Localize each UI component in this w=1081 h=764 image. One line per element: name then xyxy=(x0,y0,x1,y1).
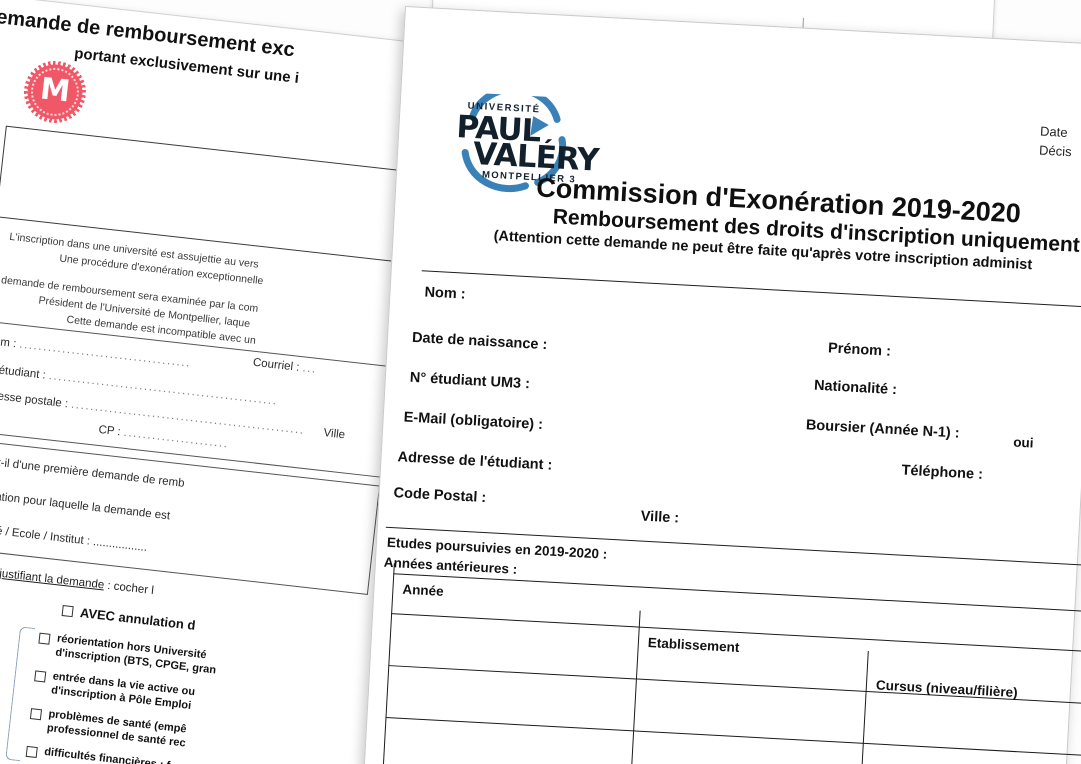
checkbox-icon[interactable] xyxy=(29,708,43,721)
field-boursier: Boursier (Année N-1) : xyxy=(805,417,961,442)
header-rule xyxy=(421,270,1081,309)
field-ville: Ville : xyxy=(640,508,680,527)
seal-monogram: M xyxy=(38,71,72,110)
field-nom: Nom : xyxy=(424,284,467,303)
table-border-left xyxy=(381,563,395,764)
field-telephone: Téléphone : xyxy=(901,462,984,483)
background-checkbox-vie-active[interactable]: entrée dans la vie active ou d'inscripti… xyxy=(33,668,196,713)
field-prenom: Prénom : xyxy=(827,340,892,360)
date-label: Date xyxy=(1039,123,1069,141)
field-email: E-Mail (obligatoire) : xyxy=(403,409,544,434)
background-field-courriel-dots: ... xyxy=(301,362,318,376)
checkbox-icon[interactable] xyxy=(61,605,74,618)
table-line-row2 xyxy=(385,716,1081,756)
background-checkbox-sante[interactable]: problèmes de santé (empê professionnel d… xyxy=(28,706,187,751)
field-adresse: Adresse de l'étudiant : xyxy=(397,449,553,474)
field-code-postal: Code Postal : xyxy=(393,485,487,507)
table-header-annee: Année xyxy=(402,581,445,599)
background-checkbox-vie-active-label: entrée dans la vie active ou d'inscripti… xyxy=(50,670,196,713)
foreground-document: UNIVERSITÉ PAUL VALÉRY MONTPELLIER 3 Dat… xyxy=(362,6,1081,764)
background-field-ville: Ville xyxy=(322,427,346,442)
field-nationalite: Nationalité : xyxy=(813,377,898,399)
field-boursier-option-oui[interactable]: oui xyxy=(1012,434,1034,451)
table-divider-2 xyxy=(859,650,869,764)
table-line-top xyxy=(393,573,1081,613)
university-seal-icon: M xyxy=(20,57,90,127)
background-field-nom-label: Nom : xyxy=(0,334,17,351)
background-checkbox-sante-label: problèmes de santé (empê professionnel d… xyxy=(46,708,188,751)
table-header-etablissement: Etablissement xyxy=(647,635,740,656)
background-checkbox-avec[interactable]: AVEC annulation d xyxy=(61,603,196,634)
logo-ring-icon xyxy=(461,91,567,193)
background-criteria-heading-suffix: : cocher l xyxy=(103,579,155,598)
background-field-cp-label: CP : xyxy=(97,423,122,439)
checkbox-icon[interactable] xyxy=(25,745,38,759)
table-divider-1 xyxy=(629,610,641,764)
background-checkbox-financieres-label: difficultés financières : f xyxy=(43,745,171,764)
field-date-naissance: Date de naissance : xyxy=(411,329,548,354)
background-checkbox-avec-label: AVEC annulation d xyxy=(79,605,197,633)
university-logo: UNIVERSITÉ PAUL VALÉRY MONTPELLIER 3 xyxy=(441,91,599,198)
decision-label: Décis xyxy=(1038,142,1073,160)
table-header-cursus: Cursus (niveau/filière) xyxy=(875,677,1018,701)
checkbox-icon[interactable] xyxy=(38,632,51,645)
field-numero-etudiant: N° étudiant UM3 : xyxy=(409,369,531,393)
background-checkbox-reorientation-label: réorientation hors Université d'inscript… xyxy=(55,633,219,678)
checkbox-icon[interactable] xyxy=(34,670,47,683)
background-group-brace xyxy=(5,626,36,762)
studies-table: Année Etablissement Cursus (niveau/filiè… xyxy=(381,563,1081,764)
background-criteria-heading-text: Critères justifiant la demande xyxy=(0,563,105,592)
